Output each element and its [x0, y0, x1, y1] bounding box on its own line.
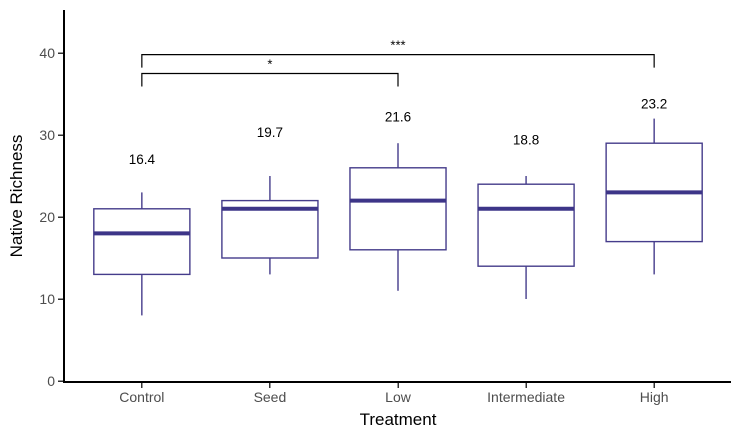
x-category-label-low: Low	[385, 389, 412, 405]
mean-label-high: 23.2	[641, 96, 667, 111]
y-tick-label-10: 10	[39, 291, 55, 307]
x-category-label-control: Control	[119, 389, 164, 405]
sig-label-control-low: *	[267, 57, 272, 72]
box-low	[349, 167, 447, 251]
mean-label-intermediate: 18.8	[513, 132, 539, 147]
y-tick-label-20: 20	[39, 209, 55, 225]
x-axis-title: Treatment	[359, 410, 437, 429]
mean-label-control: 16.4	[129, 152, 156, 167]
box-control	[93, 208, 191, 276]
x-category-label-seed: Seed	[254, 389, 287, 405]
sig-label-control-high: ***	[390, 38, 405, 53]
y-tick-label-30: 30	[39, 127, 55, 143]
y-axis-title: Native Richness	[7, 134, 26, 258]
x-category-label-high: High	[640, 389, 669, 405]
y-tick-label-0: 0	[47, 373, 55, 389]
mean-label-seed: 19.7	[257, 125, 283, 140]
box-intermediate	[477, 183, 575, 267]
sig-bracket-control-high	[141, 54, 655, 68]
sig-bracket-control-low	[141, 72, 399, 87]
mean-label-low: 21.6	[385, 109, 411, 124]
x-category-label-intermediate: Intermediate	[487, 389, 565, 405]
y-tick-label-40: 40	[39, 45, 55, 61]
